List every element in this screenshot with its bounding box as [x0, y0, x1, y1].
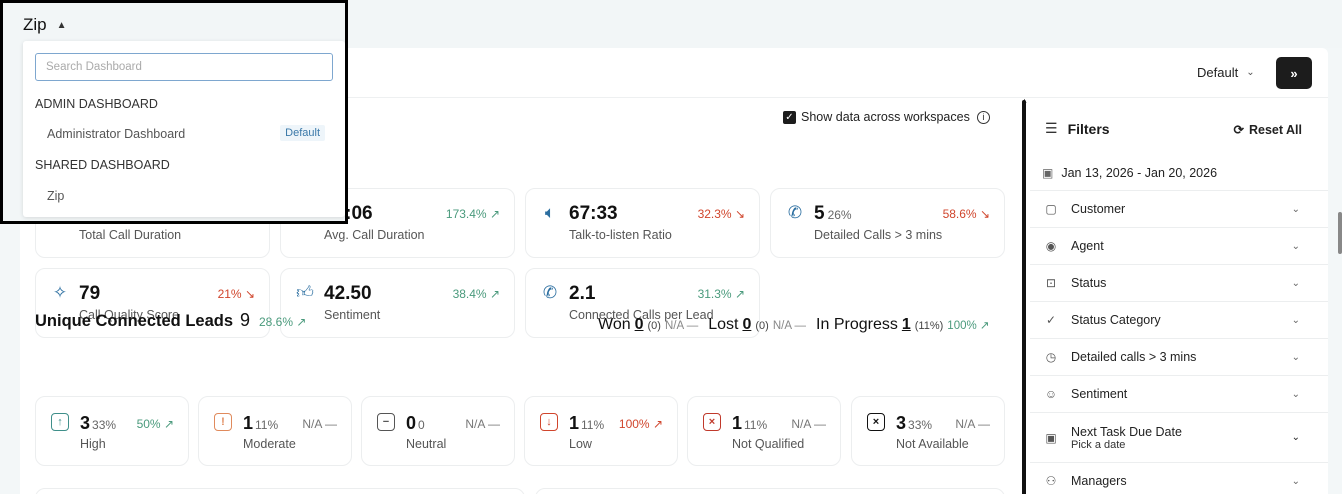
- filter-customer[interactable]: ▢ Customer ⌄: [1030, 190, 1328, 227]
- thumbs-up-icon: 👍︎: [296, 283, 314, 302]
- chevron-down-icon: ⌄: [1291, 277, 1300, 289]
- chevron-down-icon: ⌄: [1291, 314, 1300, 326]
- refresh-icon: ⟳: [1233, 123, 1244, 137]
- filter-next-task-due-date[interactable]: ▣ Next Task Due Date Pick a date ⌄: [1030, 412, 1328, 462]
- filter-status-category[interactable]: ✓ Status Category ⌄: [1030, 301, 1328, 338]
- trend-up: 38.4% ↗: [452, 287, 500, 301]
- arrow-up-box-icon: ↑: [51, 413, 69, 431]
- trend-down: 21% ↘: [217, 287, 255, 301]
- section-title: Unique Connected Leads: [35, 312, 234, 330]
- filter-managers[interactable]: ⚇ Managers ⌄: [1030, 462, 1328, 494]
- in-progress-value[interactable]: 1: [901, 316, 911, 333]
- smiley-icon: ☺: [1044, 387, 1058, 401]
- clock-icon: ◷: [1045, 350, 1057, 364]
- trend-up: 31.3% ↗: [697, 287, 745, 301]
- chevron-down-icon: ⌄: [1291, 432, 1300, 443]
- search-dashboard-input[interactable]: [35, 53, 333, 81]
- view-select-label: Default: [1197, 65, 1239, 80]
- unique-leads-count: 9: [240, 310, 251, 330]
- phone-icon: ✆: [542, 283, 558, 302]
- metric-call-quality-score[interactable]: ✧ 79 Call Quality Score 21% ↘: [35, 268, 270, 338]
- checkbox-checked-icon[interactable]: ✓: [783, 110, 796, 124]
- sparkle-icon: ✧: [52, 283, 68, 302]
- chart-card: [35, 488, 525, 494]
- workspace-toggle-label: Show data across workspaces: [801, 110, 970, 124]
- option-administrator-dashboard[interactable]: Administrator Dashboard: [47, 127, 186, 141]
- customer-icon: ▢: [1045, 202, 1057, 216]
- won-lost-progress: Won 0 (0) N/A — Lost 0 (0) N/A — In Prog…: [598, 316, 990, 333]
- minus-box-icon: −: [377, 413, 395, 431]
- unique-leads-trend: 28.6% ↗: [259, 315, 307, 329]
- calendar-icon: ▣: [1045, 430, 1057, 445]
- metric-sentiment[interactable]: 👍︎ 42.50 Sentiment 38.4% ↗: [280, 268, 515, 338]
- filter-status[interactable]: ⊡ Status ⌄: [1030, 264, 1328, 301]
- arrow-down-box-icon: ↓: [540, 413, 558, 431]
- metric-detailed-calls[interactable]: ✆ 5 26% Detailed Calls > 3 mins 58.6% ↘: [770, 188, 1005, 258]
- filters-header: ☰ Filters: [1045, 120, 1110, 137]
- phone-ringing-icon: ✆: [787, 203, 803, 222]
- won-value[interactable]: 0: [634, 316, 644, 333]
- scrollbar[interactable]: [1022, 100, 1026, 494]
- date-range-picker[interactable]: ▣ Jan 13, 2026 - Jan 20, 2026: [1042, 166, 1218, 180]
- filter-agent[interactable]: ◉ Agent ⌄: [1030, 227, 1328, 264]
- chevron-down-icon: ⌄: [1246, 67, 1255, 78]
- trend-up: 173.4% ↗: [445, 207, 500, 221]
- lead-card-not-qualified[interactable]: × 1 11% Not Qualified N/A —: [687, 396, 841, 466]
- lead-card-not-available[interactable]: × 3 33% Not Available N/A —: [851, 396, 1005, 466]
- filter-sentiment[interactable]: ☺ Sentiment ⌄: [1030, 375, 1328, 412]
- lead-card-moderate[interactable]: ! 1 11% Moderate N/A —: [198, 396, 352, 466]
- section-header: ADMIN DASHBOARD: [35, 97, 158, 111]
- agent-icon: ◉: [1045, 239, 1057, 253]
- filter-detailed-calls[interactable]: ◷ Detailed calls > 3 mins ⌄: [1030, 338, 1328, 375]
- view-select[interactable]: Default ⌄: [1197, 65, 1255, 80]
- caret-up-icon: ▲: [56, 19, 67, 31]
- managers-icon: ⚇: [1045, 474, 1057, 488]
- chevron-down-icon: ⌄: [1291, 475, 1300, 487]
- chart-card: [535, 488, 1005, 494]
- trend-down: 58.6% ↘: [942, 207, 990, 221]
- section-header: SHARED DASHBOARD: [35, 158, 170, 172]
- status-icon: ⊡: [1045, 276, 1057, 290]
- lead-card-high[interactable]: ↑ 3 33% High 50% ↗: [35, 396, 189, 466]
- x-box-icon: ×: [867, 413, 885, 431]
- dashboard-dropdown: ADMIN DASHBOARD Administrator Dashboard …: [23, 41, 345, 217]
- reset-all-button[interactable]: ⟳ Reset All: [1233, 122, 1302, 138]
- expand-button[interactable]: »: [1276, 57, 1312, 89]
- metric-talk-listen-ratio[interactable]: 🔈︎ 67:33 Talk-to-listen Ratio 32.3% ↘: [525, 188, 760, 258]
- chevron-down-icon: ⌄: [1291, 240, 1300, 252]
- exclamation-box-icon: !: [214, 413, 232, 431]
- trend-down: 32.3% ↘: [697, 207, 745, 221]
- default-badge: Default: [280, 125, 325, 141]
- dashboard-dropdown-frame: Zip ▲ ADMIN DASHBOARD Administrator Dash…: [0, 0, 348, 224]
- option-zip[interactable]: Zip: [47, 189, 65, 203]
- info-icon[interactable]: i: [976, 110, 990, 124]
- dashboard-switcher[interactable]: Zip ▲: [23, 15, 67, 34]
- calendar-icon: ▣: [1042, 166, 1054, 180]
- speaker-icon: 🔈︎: [544, 203, 556, 222]
- chevron-down-icon: ⌄: [1291, 203, 1300, 215]
- chevron-down-icon: ⌄: [1291, 388, 1300, 400]
- chevron-down-icon: ⌄: [1291, 351, 1300, 363]
- lead-card-low[interactable]: ↓ 1 11% Low 100% ↗: [524, 396, 678, 466]
- lost-value[interactable]: 0: [742, 316, 752, 333]
- status-category-icon: ✓: [1045, 313, 1057, 327]
- workspace-toggle[interactable]: ✓ Show data across workspaces i: [783, 110, 990, 124]
- filters-panel: ☰ Filters ⟳ Reset All ▣ Jan 13, 2026 - J…: [1030, 98, 1328, 494]
- metric-connected-calls-per-lead[interactable]: ✆ 2.1 Connected Calls per Lead 31.3% ↗: [525, 268, 760, 338]
- filter-icon: ☰: [1045, 120, 1058, 136]
- page-scrollbar[interactable]: [1338, 212, 1342, 254]
- dashboard-header: Default ⌄ »: [20, 48, 1328, 98]
- x-box-icon: ×: [703, 413, 721, 431]
